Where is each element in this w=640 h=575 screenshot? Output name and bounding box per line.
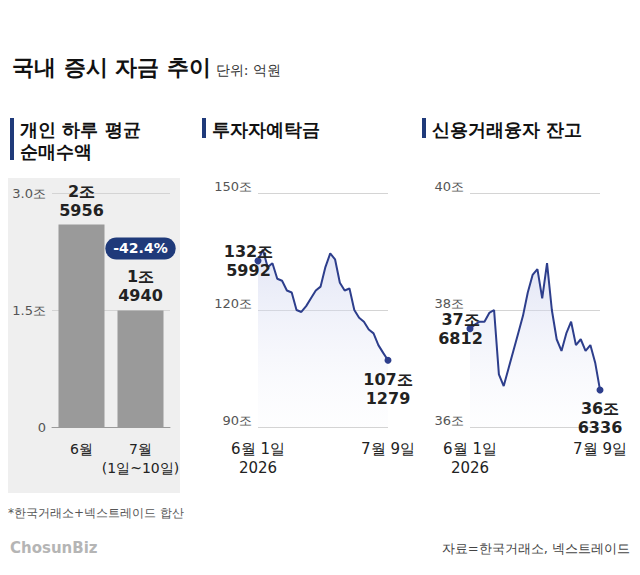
svg-text:6월 1일: 6월 1일 — [443, 440, 497, 458]
svg-text:2026: 2026 — [239, 459, 277, 477]
svg-text:6월 1일: 6월 1일 — [231, 440, 285, 458]
svg-text:4940: 4940 — [118, 286, 163, 305]
svg-text:40조: 40조 — [434, 179, 464, 194]
svg-text:90조: 90조 — [222, 413, 252, 428]
svg-text:107조: 107조 — [363, 370, 412, 389]
svg-text:개인 하루 평균: 개인 하루 평균 — [20, 119, 141, 140]
svg-text:*한국거래소+넥스트레이드 합산: *한국거래소+넥스트레이드 합산 — [8, 506, 184, 520]
svg-text:국내 증시 자금 추이: 국내 증시 자금 추이 — [12, 55, 211, 80]
svg-text:7월 9일: 7월 9일 — [573, 440, 627, 458]
svg-text:36조: 36조 — [434, 413, 464, 428]
svg-text:2조: 2조 — [68, 182, 95, 201]
svg-text:5992: 5992 — [226, 261, 271, 280]
svg-text:7월 9일: 7월 9일 — [361, 440, 415, 458]
svg-text:자료=한국거래소, 넥스트레이드: 자료=한국거래소, 넥스트레이드 — [442, 541, 630, 556]
svg-text:순매수액: 순매수액 — [20, 141, 92, 162]
svg-text:6336: 6336 — [578, 418, 623, 437]
svg-text:3.0조: 3.0조 — [12, 186, 46, 201]
svg-text:단위: 억원: 단위: 억원 — [216, 62, 281, 78]
svg-text:신용거래융자 잔고: 신용거래융자 잔고 — [432, 119, 582, 140]
svg-text:(1일~10일): (1일~10일) — [102, 460, 179, 476]
svg-text:0: 0 — [38, 420, 46, 435]
svg-text:6월: 6월 — [70, 441, 93, 457]
svg-text:2026: 2026 — [451, 459, 489, 477]
svg-text:투자자예탁금: 투자자예탁금 — [212, 119, 320, 140]
svg-text:36조: 36조 — [581, 399, 619, 418]
svg-text:5956: 5956 — [59, 201, 104, 220]
svg-text:1.5조: 1.5조 — [12, 303, 46, 318]
svg-text:7월: 7월 — [129, 441, 152, 457]
svg-text:37조: 37조 — [441, 310, 479, 329]
svg-text:ChosunBiz: ChosunBiz — [10, 539, 98, 557]
svg-text:-42.4%: -42.4% — [113, 240, 167, 256]
svg-text:1279: 1279 — [366, 389, 411, 408]
svg-text:132조: 132조 — [224, 242, 273, 261]
svg-text:1조: 1조 — [127, 267, 154, 286]
svg-text:6812: 6812 — [438, 329, 483, 348]
svg-text:38조: 38조 — [434, 296, 464, 311]
svg-text:120조: 120조 — [214, 296, 252, 311]
svg-text:150조: 150조 — [214, 179, 252, 194]
